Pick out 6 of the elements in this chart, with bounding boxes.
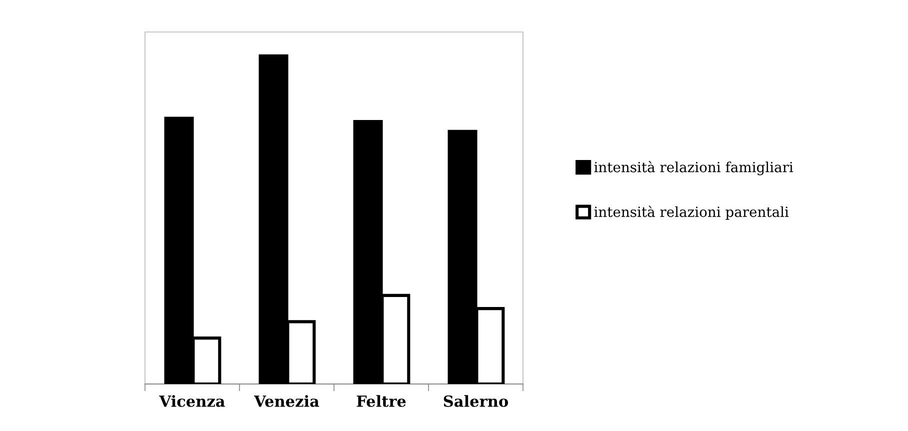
x-tick-label: Venezia xyxy=(254,395,320,407)
legend-label: intensità relazioni famigliari xyxy=(594,161,794,176)
x-tick-label: Salerno xyxy=(444,395,508,407)
legend-label: intensità relazioni parentali xyxy=(594,206,789,220)
x-tick-label: Vicenza xyxy=(159,395,225,407)
x-tick-label: Feltre xyxy=(356,395,406,407)
